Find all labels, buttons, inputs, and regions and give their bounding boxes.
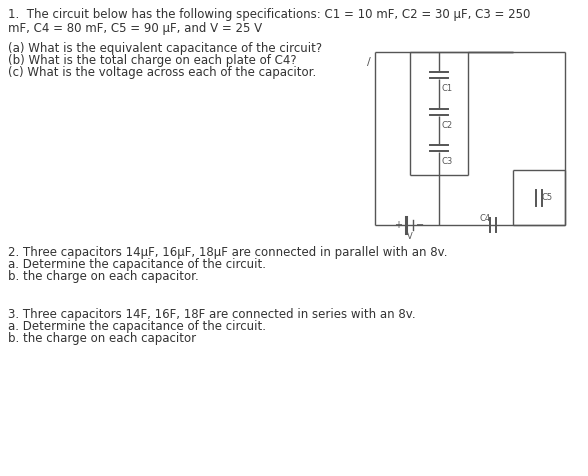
Text: (c) What is the voltage across each of the capacitor.: (c) What is the voltage across each of t… <box>8 66 316 79</box>
Text: (b) What is the total charge on each plate of C4?: (b) What is the total charge on each pla… <box>8 54 296 67</box>
Text: 2. Three capacitors 14μF, 16μF, 18μF are connected in parallel with an 8v.: 2. Three capacitors 14μF, 16μF, 18μF are… <box>8 246 447 259</box>
Text: /: / <box>367 57 371 67</box>
Text: C3: C3 <box>442 157 453 166</box>
Text: V: V <box>407 232 413 241</box>
Text: C1: C1 <box>442 84 453 93</box>
Text: +: + <box>394 220 402 230</box>
Text: 1.  The circuit below has the following specifications: C1 = 10 mF, C2 = 30 μF, : 1. The circuit below has the following s… <box>8 8 530 21</box>
Text: a. Determine the capacitance of the circuit.: a. Determine the capacitance of the circ… <box>8 320 266 333</box>
Text: a. Determine the capacitance of the circuit.: a. Determine the capacitance of the circ… <box>8 258 266 271</box>
Text: b. the charge on each capacitor.: b. the charge on each capacitor. <box>8 270 199 283</box>
Text: C5: C5 <box>542 193 553 202</box>
Text: b. the charge on each capacitor: b. the charge on each capacitor <box>8 332 196 345</box>
Text: C2: C2 <box>442 121 453 130</box>
Text: (a) What is the equivalent capacitance of the circuit?: (a) What is the equivalent capacitance o… <box>8 42 322 55</box>
Text: −: − <box>416 220 424 230</box>
Text: C4: C4 <box>479 214 490 223</box>
Text: 3. Three capacitors 14F, 16F, 18F are connected in series with an 8v.: 3. Three capacitors 14F, 16F, 18F are co… <box>8 308 416 321</box>
Text: mF, C4 = 80 mF, C5 = 90 μF, and V = 25 V: mF, C4 = 80 mF, C5 = 90 μF, and V = 25 V <box>8 22 262 35</box>
